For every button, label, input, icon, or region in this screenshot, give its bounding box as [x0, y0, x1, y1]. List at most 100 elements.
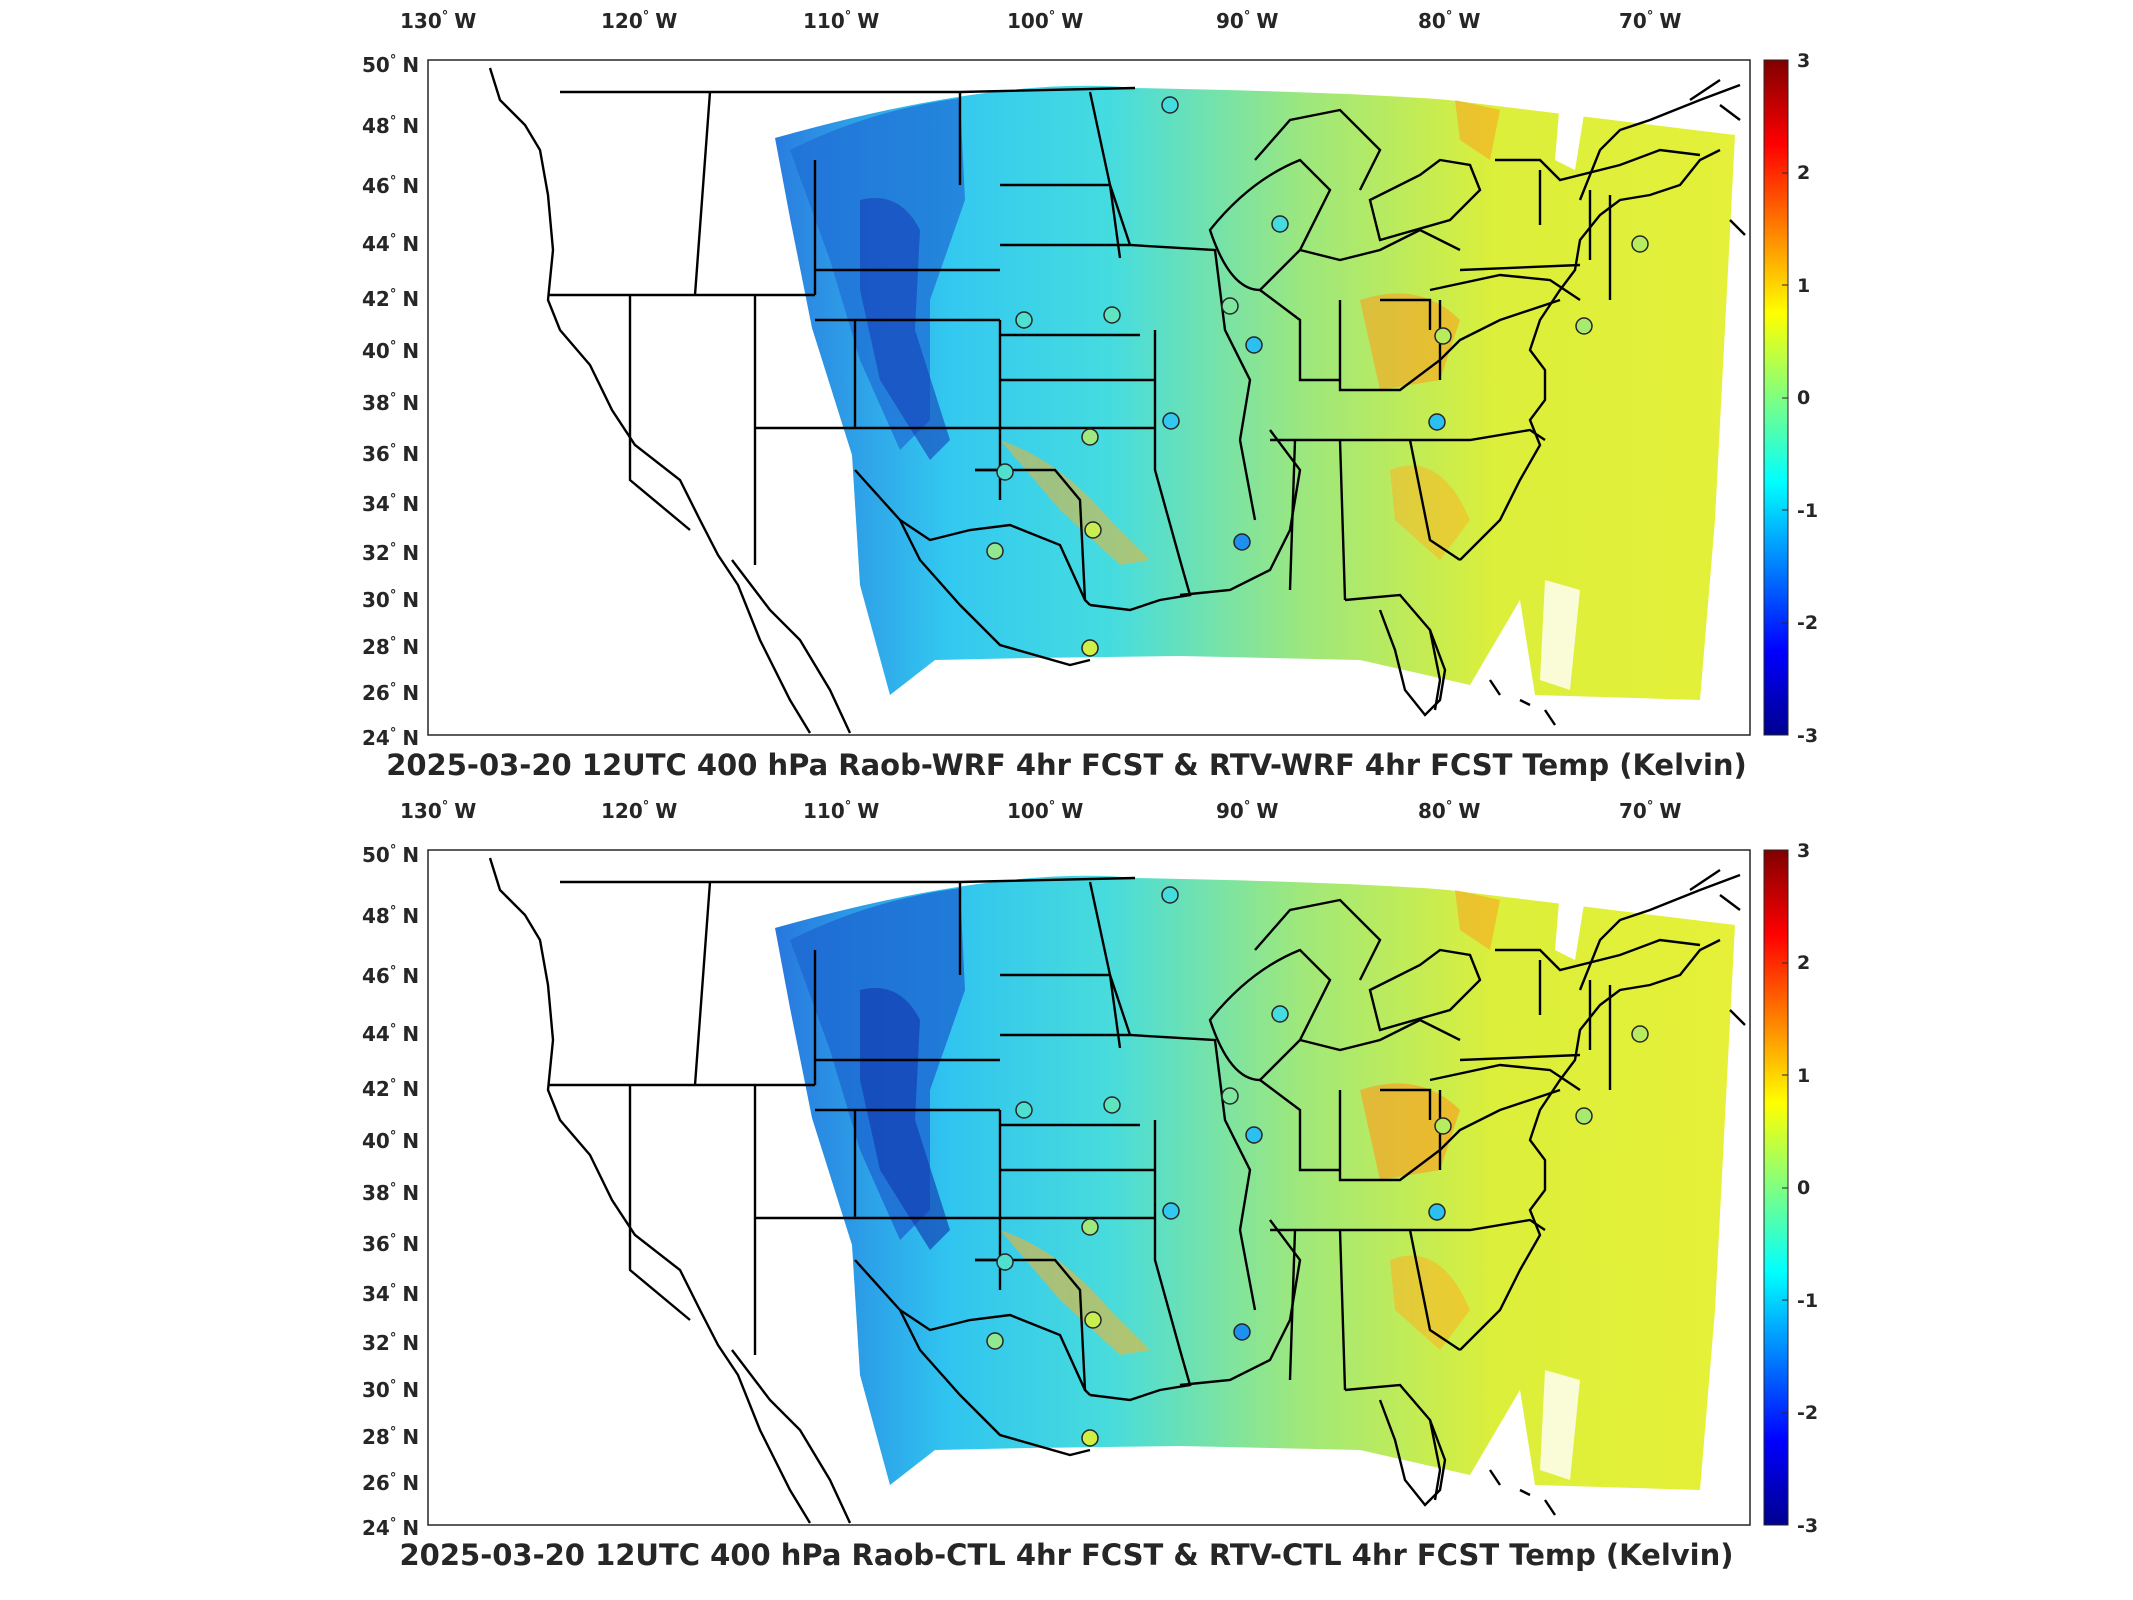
lat-tick-label: 40° N: [362, 1129, 419, 1153]
lat-tick-label: 32° N: [362, 541, 419, 565]
colorbar-tick-label: 1: [1797, 1065, 1810, 1087]
lat-tick-label: 38° N: [362, 1181, 419, 1205]
lat-tick-label: 30° N: [362, 1378, 419, 1402]
raob-station-marker: [1162, 1202, 1180, 1220]
lat-tick-label: 32° N: [362, 1331, 419, 1355]
lat-tick-label: 42° N: [362, 1077, 419, 1101]
colorbar-tick-label: -1: [1797, 1290, 1818, 1312]
lat-tick-label: 36° N: [362, 442, 419, 466]
lon-tick-label: 130° W: [400, 9, 476, 33]
lon-tick-label: 130° W: [400, 799, 476, 823]
colorbar-tick-label: -3: [1797, 725, 1818, 747]
raob-stations: [986, 886, 1649, 1447]
lat-tick-label: 48° N: [362, 114, 419, 138]
raob-station-marker: [1245, 336, 1263, 354]
raob-station-marker: [1221, 1087, 1239, 1105]
lat-tick-label: 30° N: [362, 588, 419, 612]
panel-title: 2025-03-20 12UTC 400 hPa Raob-CTL 4hr FC…: [399, 1538, 1734, 1572]
boundaries: [488, 857, 1746, 1524]
lon-tick-label: 90° W: [1216, 9, 1278, 33]
lon-tick-labels: 130° W 120° W 110° W 100° W 90° W 80° W 70° W: [400, 9, 1681, 33]
lat-tick-labels: 50° N 48° N 46° N 44° N 42° N 40° N 38° N 36° N …: [362, 53, 419, 750]
lat-tick-label: 46° N: [362, 174, 419, 198]
lat-tick-label: 24° N: [362, 1516, 419, 1540]
colorbar-tick-label: 2: [1797, 162, 1810, 184]
colorbar-tick-labels: 3 2 1 0 -1 -2 -3: [1782, 840, 1818, 1537]
missing-data-patch: [1555, 100, 1585, 170]
lat-tick-label: 38° N: [362, 391, 419, 415]
warm-anomaly-texas: [1000, 440, 1150, 565]
colorbar-tick-label: -2: [1797, 612, 1818, 634]
raob-station-marker: [1015, 311, 1033, 329]
boundaries: [488, 67, 1746, 734]
colorbar-tick-label: 2: [1797, 952, 1810, 974]
missing-data-patch: [1540, 580, 1580, 690]
raob-station-marker: [1434, 1117, 1452, 1135]
colorbar-tick-labels: 3 2 1 0 -1 -2 -3: [1782, 50, 1818, 747]
lat-tick-label: 24° N: [362, 726, 419, 750]
lon-tick-label: 80° W: [1418, 9, 1480, 33]
lat-tick-label: 28° N: [362, 1425, 419, 1449]
raob-station-marker: [1103, 306, 1121, 324]
warm-anomaly-texas: [1000, 1230, 1150, 1355]
lat-tick-label: 50° N: [362, 843, 419, 867]
lon-tick-label: 90° W: [1216, 799, 1278, 823]
raob-station-marker: [1084, 521, 1102, 539]
lon-tick-label: 70° W: [1619, 9, 1681, 33]
missing-data-patch: [1555, 890, 1585, 960]
lon-tick-label: 70° W: [1619, 799, 1681, 823]
lon-tick-label: 110° W: [803, 9, 879, 33]
lon-tick-label: 80° W: [1418, 799, 1480, 823]
raob-station-marker: [1162, 412, 1180, 430]
colorbar-tick-label: -2: [1797, 1402, 1818, 1424]
raob-station-marker: [1631, 1025, 1649, 1043]
raob-station-marker: [986, 1332, 1004, 1350]
raob-station-marker: [996, 463, 1014, 481]
cold-anomaly-core: [860, 198, 950, 460]
lat-tick-label: 42° N: [362, 287, 419, 311]
raob-station-marker: [1434, 327, 1452, 345]
lon-tick-label: 100° W: [1007, 9, 1083, 33]
lat-tick-label: 46° N: [362, 964, 419, 988]
raob-station-marker: [996, 1253, 1014, 1271]
raob-station-marker: [1575, 1107, 1593, 1125]
lat-tick-labels: 50° N 48° N 46° N 44° N 42° N 40° N 38° N 36° N …: [362, 843, 419, 1540]
missing-data-patch: [1540, 1370, 1580, 1480]
raob-station-marker: [1081, 1429, 1099, 1447]
warm-anomaly-southeast: [1390, 465, 1470, 560]
lat-tick-label: 26° N: [362, 1471, 419, 1495]
raob-station-marker: [1271, 215, 1289, 233]
colorbar-tick-label: 0: [1797, 1177, 1810, 1199]
lat-tick-label: 44° N: [362, 232, 419, 256]
warm-anomaly-ontario: [1455, 100, 1500, 160]
colorbar-tick-label: 3: [1797, 50, 1810, 72]
lat-tick-label: 40° N: [362, 339, 419, 363]
map-figure-bottom: 130° W 120° W 110° W 100° W 90° W 80° W 70° W 5…: [362, 799, 1818, 1540]
raob-station-marker: [1221, 297, 1239, 315]
raob-station-marker: [1161, 886, 1179, 904]
raob-station-marker: [1428, 413, 1446, 431]
colorbar-tick-label: 3: [1797, 840, 1810, 862]
lat-tick-label: 28° N: [362, 635, 419, 659]
raob-station-marker: [1081, 639, 1099, 657]
lon-tick-label: 100° W: [1007, 799, 1083, 823]
raob-station-marker: [1233, 1323, 1251, 1341]
warm-anomaly-east: [1360, 293, 1460, 390]
lat-tick-label: 36° N: [362, 1232, 419, 1256]
warm-anomaly-east: [1360, 1083, 1460, 1180]
raob-stations: [986, 96, 1649, 657]
colorbar-tick-label: 0: [1797, 387, 1810, 409]
temperature-field: [775, 875, 1735, 1490]
raob-station-marker: [1161, 96, 1179, 114]
lon-tick-label: 120° W: [601, 799, 677, 823]
raob-station-marker: [1081, 428, 1099, 446]
map-figure-top: 130° W 120° W 110° W 100° W 90° W 80° W 70° W 5…: [362, 9, 1818, 750]
raob-station-marker: [1575, 317, 1593, 335]
colorbar-tick-label: -1: [1797, 500, 1818, 522]
lat-tick-label: 26° N: [362, 681, 419, 705]
raob-station-marker: [1103, 1096, 1121, 1114]
raob-station-marker: [1081, 1218, 1099, 1236]
warm-anomaly-southeast: [1390, 1255, 1470, 1350]
lat-tick-label: 50° N: [362, 53, 419, 77]
lon-tick-label: 120° W: [601, 9, 677, 33]
